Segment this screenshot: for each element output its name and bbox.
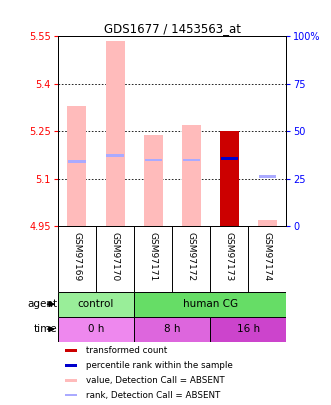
Bar	[144, 134, 163, 226]
Bar	[134, 317, 210, 341]
Bar	[258, 220, 277, 226]
Bar	[68, 106, 86, 226]
Text: rank, Detection Call = ABSENT: rank, Detection Call = ABSENT	[86, 390, 221, 399]
Bar	[182, 125, 201, 226]
Bar	[107, 154, 123, 156]
Bar	[210, 317, 286, 341]
Text: 0 h: 0 h	[88, 324, 104, 334]
Bar	[65, 394, 77, 396]
Bar	[134, 292, 286, 317]
Bar	[106, 41, 124, 226]
Bar	[221, 157, 238, 160]
Text: human CG: human CG	[183, 299, 238, 309]
Bar	[220, 132, 239, 226]
Text: GSM97169: GSM97169	[72, 232, 81, 281]
Text: GSM97174: GSM97174	[263, 232, 272, 281]
Bar	[259, 175, 276, 178]
Text: 8 h: 8 h	[164, 324, 180, 334]
Bar	[58, 292, 134, 317]
Text: GSM97173: GSM97173	[225, 232, 234, 281]
Bar	[145, 159, 162, 161]
Title: GDS1677 / 1453563_at: GDS1677 / 1453563_at	[104, 22, 241, 35]
Text: transformed count: transformed count	[86, 346, 168, 355]
Bar	[65, 349, 77, 352]
Text: value, Detection Call = ABSENT: value, Detection Call = ABSENT	[86, 376, 225, 385]
Bar	[183, 159, 200, 161]
Bar	[65, 379, 77, 382]
Bar	[58, 317, 134, 341]
Text: GSM97170: GSM97170	[111, 232, 119, 281]
Text: GSM97171: GSM97171	[149, 232, 158, 281]
Text: time: time	[33, 324, 57, 334]
Bar	[65, 364, 77, 367]
Text: agent: agent	[27, 299, 57, 309]
Text: GSM97172: GSM97172	[187, 232, 196, 281]
Text: percentile rank within the sample: percentile rank within the sample	[86, 361, 233, 370]
Bar	[69, 160, 85, 163]
Text: 16 h: 16 h	[237, 324, 260, 334]
Text: control: control	[78, 299, 114, 309]
